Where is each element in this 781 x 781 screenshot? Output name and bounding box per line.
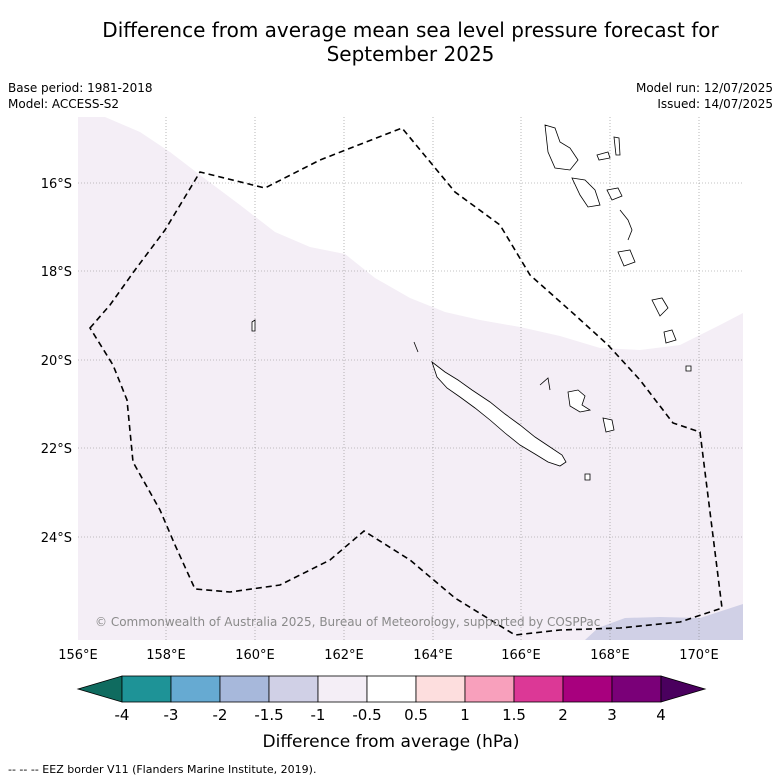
- lat-tick-22s: 22°S: [41, 442, 72, 457]
- model-name: Model: ACCESS-S2: [8, 97, 120, 111]
- colorbar-tick-11: 3: [607, 706, 617, 724]
- meta-left: Base period: 1981-2018 Model: ACCESS-S2: [8, 80, 153, 112]
- mare-island: [602, 417, 615, 433]
- lat-tick-16s: 16°S: [41, 177, 72, 192]
- colorbar-max-extend: [660, 675, 707, 703]
- colorbar-tick-9: 1.5: [502, 706, 526, 724]
- footer-eez-note: -- -- -- EEZ border V11 (Flanders Marine…: [8, 763, 317, 776]
- colorbar-tick-3: -2: [213, 706, 228, 724]
- colorbar-swatch-9: [513, 675, 564, 703]
- model-run: Model run: 12/07/2025: [635, 81, 773, 95]
- lifou-island: [567, 389, 592, 413]
- colorbar-swatch-6: [366, 675, 417, 703]
- base-period: Base period: 1981-2018: [8, 81, 153, 95]
- colorbar-tick-7: 0.5: [404, 706, 428, 724]
- colorbar-swatch-1: [121, 675, 172, 703]
- ouvea-island: [539, 377, 551, 391]
- colorbar-swatch-4: [268, 675, 319, 703]
- colorbar-label: Difference from average (hPa): [263, 732, 520, 752]
- copyright-text: © Commonwealth of Australia 2025, Bureau…: [95, 615, 600, 629]
- colorbar-tick-10: 2: [558, 706, 568, 724]
- lat-tick-18s: 18°S: [41, 265, 72, 280]
- colorbar-tick-12: 4: [656, 706, 666, 724]
- negative-pressure-region: [585, 604, 743, 640]
- efate-island: [606, 187, 623, 201]
- colorbar-swatch-11: [611, 675, 662, 703]
- title-line-1: Difference from average mean sea level p…: [102, 18, 719, 42]
- maewo-island: [613, 136, 621, 156]
- issued-date: Issued: 14/07/2025: [657, 97, 773, 111]
- colorbar-tick-4: -1.5: [254, 706, 283, 724]
- colorbar-tick-2: -3: [164, 706, 179, 724]
- isle-of-pines: [584, 473, 591, 481]
- colorbar-tick-1: -4: [115, 706, 130, 724]
- lon-tick-158: 158°E: [146, 648, 186, 663]
- colorbar-min-extend: [76, 675, 123, 703]
- lon-tick-160: 160°E: [235, 648, 275, 663]
- colorbar: [76, 675, 707, 703]
- colorbar-swatch-8: [464, 675, 515, 703]
- belep-islands: [413, 341, 419, 353]
- lon-tick-156: 156°E: [58, 648, 98, 663]
- eez-border: [89, 127, 723, 636]
- south-islet: [663, 329, 677, 344]
- lat-tick-20s: 20°S: [41, 354, 72, 369]
- lon-tick-170: 170°E: [679, 648, 719, 663]
- colorbar-tick-5: -1: [311, 706, 326, 724]
- colorbar-tick-8: 1: [460, 706, 470, 724]
- colorbar-tick-6: -0.5: [352, 706, 381, 724]
- chart-title: Difference from average mean sea level p…: [0, 18, 781, 66]
- lat-tick-24s: 24°S: [41, 531, 72, 546]
- lon-tick-162: 162°E: [324, 648, 364, 663]
- erromango-island: [617, 249, 636, 267]
- ambae-island: [596, 151, 611, 161]
- title-line-2: September 2025: [326, 42, 495, 66]
- colorbar-swatch-3: [219, 675, 270, 703]
- lon-tick-168: 168°E: [590, 648, 630, 663]
- meta-right: Model run: 12/07/2025 Issued: 14/07/2025: [636, 80, 773, 112]
- near-average-region: [105, 117, 743, 350]
- walpole-island: [685, 365, 692, 372]
- colorbar-swatch-2: [170, 675, 221, 703]
- anatom-island: [651, 297, 669, 317]
- lon-tick-164: 164°E: [413, 648, 453, 663]
- malakula-island: [571, 177, 601, 208]
- colorbar-swatch-5: [317, 675, 368, 703]
- new-caledonia-island: [431, 360, 567, 467]
- tanna-island: [619, 209, 633, 241]
- chesterfield-islands: [251, 319, 256, 332]
- colorbar-swatch-7: [415, 675, 466, 703]
- colorbar-swatch-10: [562, 675, 613, 703]
- espiritu-santo-island: [544, 124, 579, 171]
- lon-tick-166: 166°E: [501, 648, 541, 663]
- graticule: [78, 117, 743, 640]
